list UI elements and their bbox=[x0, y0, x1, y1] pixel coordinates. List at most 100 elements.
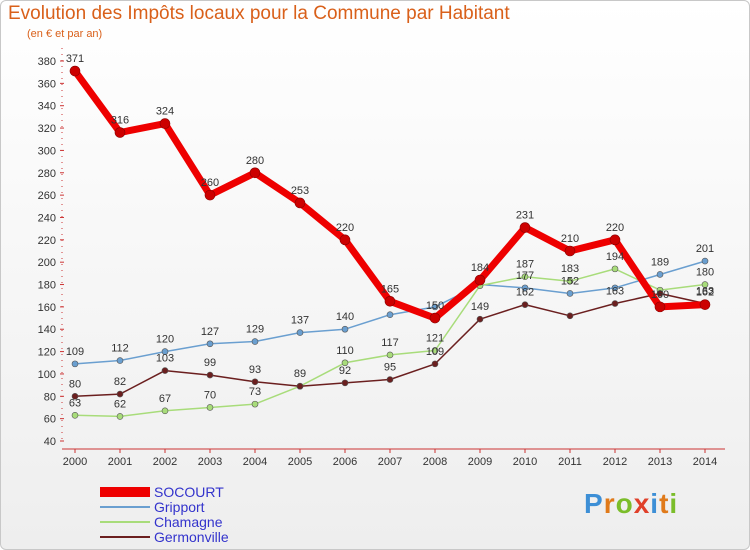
data-label-chamagne: 62 bbox=[114, 398, 126, 410]
data-point-socourt bbox=[69, 65, 81, 77]
data-point-germonville bbox=[566, 312, 574, 320]
x-tick-label: 2009 bbox=[468, 456, 492, 468]
legend-swatch bbox=[100, 505, 150, 508]
data-point-gripport bbox=[386, 311, 394, 319]
x-tick-label: 2013 bbox=[648, 456, 672, 468]
y-tick-label: 60 bbox=[44, 414, 56, 426]
data-label-germonville: 80 bbox=[69, 378, 81, 390]
data-label-socourt: 324 bbox=[156, 106, 174, 118]
logo-letter: r bbox=[603, 488, 616, 519]
data-label-socourt: 371 bbox=[66, 53, 84, 65]
x-tick-label: 2004 bbox=[243, 456, 267, 468]
data-label-germonville: 99 bbox=[204, 357, 216, 369]
data-point-gripport bbox=[296, 329, 304, 336]
data-label-chamagne: 67 bbox=[159, 393, 171, 405]
legend-item-socourt: SOCOURT bbox=[100, 483, 229, 500]
data-label-germonville: 163 bbox=[696, 286, 714, 298]
y-tick-label: 340 bbox=[38, 101, 56, 113]
x-tick-label: 2008 bbox=[423, 456, 447, 468]
legend-swatch bbox=[100, 520, 150, 523]
legend-label: Germonville bbox=[154, 528, 229, 545]
data-point-socourt bbox=[519, 222, 531, 233]
y-tick-label: 300 bbox=[38, 145, 56, 157]
data-point-socourt bbox=[474, 274, 486, 286]
data-label-chamagne: 121 bbox=[426, 332, 444, 344]
logo-letter: x bbox=[633, 488, 651, 519]
data-label-germonville: 92 bbox=[339, 365, 351, 377]
data-label-germonville: 93 bbox=[249, 364, 261, 376]
data-point-gripport bbox=[206, 340, 214, 348]
data-point-chamagne bbox=[701, 281, 709, 288]
y-tick-label: 100 bbox=[38, 369, 56, 381]
data-label-germonville: 103 bbox=[156, 353, 174, 365]
data-label-socourt: 150 bbox=[426, 300, 444, 312]
data-label-gripport: 109 bbox=[66, 346, 84, 358]
data-label-chamagne: 187 bbox=[516, 259, 534, 271]
y-tick-label: 220 bbox=[38, 235, 56, 247]
data-label-chamagne: 180 bbox=[696, 267, 714, 279]
data-label-chamagne: 73 bbox=[249, 386, 261, 398]
data-label-socourt: 162 bbox=[696, 287, 714, 299]
data-point-gripport bbox=[521, 284, 529, 292]
data-point-gripport bbox=[116, 357, 124, 364]
data-label-socourt: 184 bbox=[471, 262, 489, 274]
data-point-socourt bbox=[699, 299, 711, 310]
x-tick-label: 2002 bbox=[153, 456, 177, 468]
data-label-socourt: 210 bbox=[561, 233, 579, 245]
data-label-gripport: 137 bbox=[291, 315, 309, 327]
data-point-germonville bbox=[656, 290, 664, 297]
legend-label: Gripport bbox=[154, 498, 205, 515]
x-tick-label: 2001 bbox=[108, 456, 132, 468]
data-label-gripport: 177 bbox=[516, 270, 534, 282]
data-point-germonville bbox=[611, 300, 619, 307]
data-label-chamagne: 117 bbox=[381, 337, 399, 349]
x-tick-label: 2014 bbox=[693, 456, 717, 468]
data-label-germonville: 149 bbox=[471, 301, 489, 313]
data-label-socourt: 260 bbox=[201, 177, 219, 189]
legend-label: SOCOURT bbox=[154, 483, 224, 500]
y-tick-label: 200 bbox=[38, 257, 56, 269]
y-tick-label: 240 bbox=[38, 212, 56, 224]
data-point-chamagne bbox=[116, 413, 124, 420]
y-tick-label: 320 bbox=[38, 123, 56, 135]
data-label-gripport: 129 bbox=[246, 324, 264, 336]
data-point-socourt bbox=[654, 301, 666, 313]
data-point-socourt bbox=[609, 234, 621, 246]
data-label-chamagne: 194 bbox=[606, 251, 624, 263]
data-point-socourt bbox=[159, 118, 171, 129]
x-tick-label: 2010 bbox=[513, 456, 537, 468]
data-point-gripport bbox=[431, 303, 439, 311]
legend-item-germonville: Germonville bbox=[100, 528, 229, 545]
logo-letter: i bbox=[650, 488, 660, 519]
data-point-germonville bbox=[296, 382, 304, 390]
data-label-socourt: 165 bbox=[381, 283, 399, 295]
data-label-socourt: 231 bbox=[516, 210, 534, 222]
data-point-gripport bbox=[251, 338, 259, 345]
y-tick-label: 120 bbox=[38, 347, 56, 359]
data-point-germonville bbox=[251, 378, 259, 386]
x-tick-label: 2006 bbox=[333, 456, 357, 468]
x-tick-label: 2000 bbox=[63, 456, 87, 468]
data-label-gripport: 152 bbox=[561, 275, 579, 287]
data-point-socourt bbox=[339, 234, 351, 246]
y-tick-label: 80 bbox=[44, 391, 56, 403]
data-label-gripport: 189 bbox=[651, 256, 669, 268]
data-label-germonville: 82 bbox=[114, 376, 126, 388]
data-label-chamagne: 70 bbox=[204, 389, 216, 401]
data-point-chamagne bbox=[386, 351, 394, 359]
chart-legend: SOCOURT Gripport Chamagne Germonville bbox=[100, 483, 229, 545]
data-label-chamagne: 63 bbox=[69, 397, 81, 409]
data-label-germonville: 163 bbox=[606, 286, 624, 298]
data-label-germonville: 162 bbox=[516, 287, 534, 299]
data-point-chamagne bbox=[521, 273, 529, 281]
y-tick-label: 380 bbox=[38, 56, 56, 68]
data-point-germonville bbox=[386, 376, 394, 383]
logo-letter: t bbox=[659, 488, 670, 519]
data-label-socourt: 220 bbox=[336, 222, 354, 234]
data-point-socourt bbox=[564, 245, 576, 257]
data-point-germonville bbox=[206, 371, 214, 379]
data-point-socourt bbox=[294, 197, 306, 209]
legend-label: Chamagne bbox=[154, 513, 223, 530]
y-tick-label: 280 bbox=[38, 168, 56, 180]
x-tick-label: 2005 bbox=[288, 456, 312, 468]
